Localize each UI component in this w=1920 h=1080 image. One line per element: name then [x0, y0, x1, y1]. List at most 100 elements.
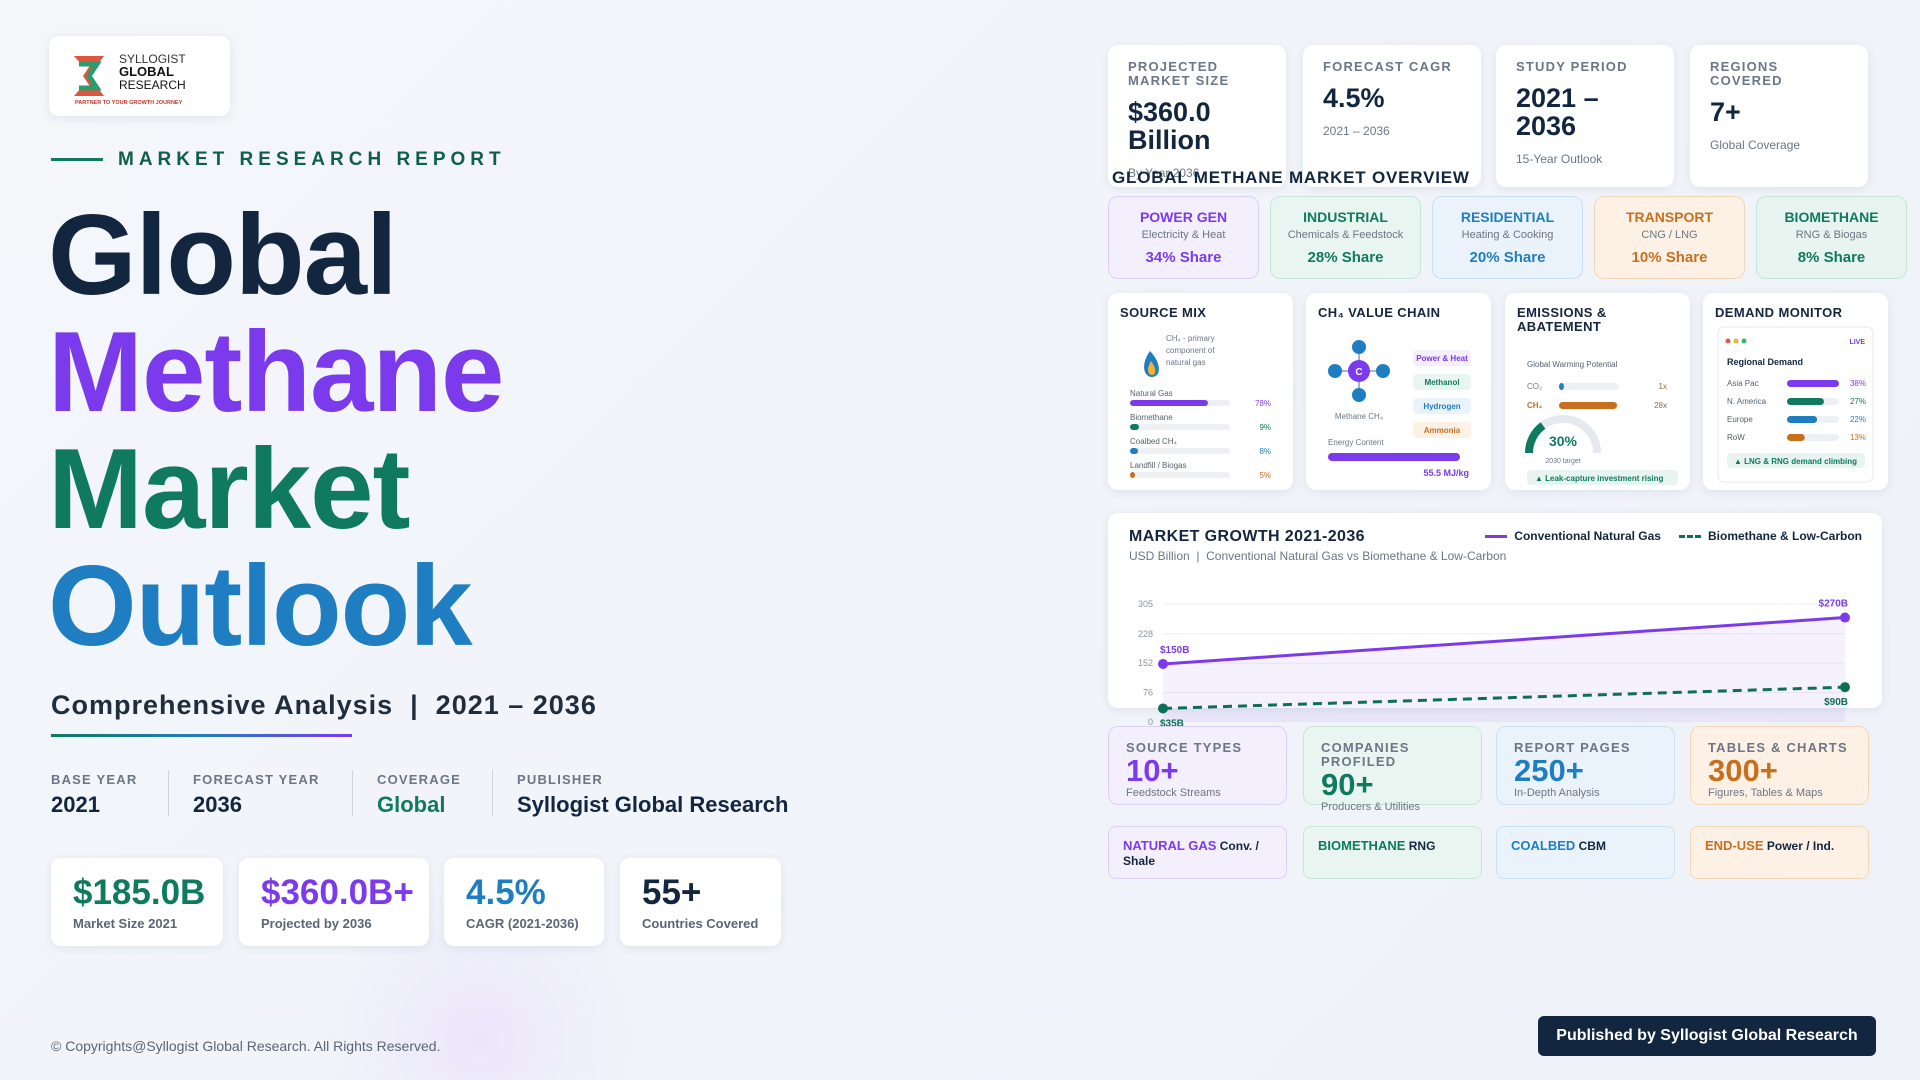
source-label: 8% — [1259, 447, 1271, 456]
metric-note: Producers & Utilities — [1321, 801, 1421, 813]
h-atom — [1376, 364, 1390, 378]
demand-label: 13% — [1850, 433, 1866, 442]
tag-key: NATURAL GAS — [1123, 838, 1217, 853]
title-line: Market — [48, 426, 411, 553]
banner-bg — [1727, 453, 1865, 468]
mini-title: EMISSIONS & ABATEMENT — [1517, 305, 1607, 334]
kpi-value: 7+ — [1710, 97, 1741, 127]
kpi-label: FORECAST CAGR — [1323, 59, 1452, 74]
segment-share: 8% Share — [1797, 249, 1866, 266]
segment-desc: Electricity & Heat — [1141, 229, 1226, 241]
window-dot — [1733, 338, 1739, 344]
legend-swatch — [1485, 534, 1508, 538]
metric-note: Feedstock Streams — [1126, 787, 1221, 799]
demand-label: 22% — [1850, 415, 1866, 424]
metric-card: REPORT PAGES 250+ In-Depth Analysis — [1496, 726, 1675, 805]
subtitle: Comprehensive Analysis | 2021 – 2036 — [51, 690, 597, 720]
logo-mark — [79, 61, 102, 91]
metric-value: 300+ — [1708, 753, 1778, 788]
bar-track — [1130, 424, 1230, 430]
mini-card: C Methane CH₄ Power & Heat Methanol Hydrogen… — [1306, 293, 1491, 490]
meta-label: FORECAST YEAR — [193, 772, 320, 787]
source-label: 5% — [1259, 471, 1271, 480]
kpi-label: REGIONS COVERED — [1710, 59, 1783, 88]
kpi-value: 2021 – 2036 — [1516, 83, 1599, 141]
tag-card: BIOMETHANE RNG — [1303, 826, 1482, 879]
metric-value: 250+ — [1514, 753, 1584, 788]
tag-key: COALBED — [1511, 838, 1576, 853]
stat-value: $360.0B+ — [261, 873, 414, 912]
meta-value: Global — [377, 792, 446, 817]
metric-card: SOURCE TYPES 10+ Feedstock Streams — [1108, 726, 1287, 805]
segment-card: TRANSPORT CNG / LNG 10% Share — [1594, 196, 1745, 279]
gwp-name: CO₂ — [1527, 382, 1542, 391]
meta-divider — [492, 770, 493, 816]
use-pill — [1413, 374, 1471, 390]
demand-bar — [1787, 416, 1818, 423]
segment-name: POWER GEN — [1139, 209, 1228, 225]
tag-text: RNG — [1408, 839, 1436, 853]
segment-card: RESIDENTIAL Heating & Cooking 20% Share — [1432, 196, 1583, 279]
demand-bar — [1787, 398, 1824, 405]
source-label: 9% — [1259, 423, 1271, 432]
h-atom — [1328, 364, 1342, 378]
metric-value: 90+ — [1321, 767, 1374, 802]
title-line: Global — [48, 192, 398, 319]
mini-title: SOURCE MIX — [1120, 305, 1207, 320]
kpi-card: PROJECTED MARKET SIZE $360.0 Billion By Ye… — [1108, 45, 1286, 187]
gauge-note: 2030 target — [1545, 458, 1580, 465]
stat-label: Countries Covered — [642, 916, 759, 931]
meta-label: PUBLISHER — [517, 772, 603, 787]
demand-label: 27% — [1850, 397, 1866, 406]
gauge-label: 30% — [1549, 433, 1578, 449]
stat-card: 55+ Countries Covered — [620, 858, 781, 946]
chart-title: MARKET GROWTH 2021-2036 — [1129, 528, 1365, 545]
gauge-value — [1525, 422, 1546, 454]
source-label: 78% — [1255, 399, 1271, 408]
segment-card: POWER GEN Electricity & Heat 34% Share — [1108, 196, 1259, 279]
demand-label: 38% — [1850, 379, 1866, 388]
chart-subtitle: USD Billion | Conventional Natural Gas v… — [1129, 549, 1507, 563]
window-dot — [1725, 338, 1731, 344]
segment-desc: RNG & Biogas — [1795, 229, 1868, 241]
metric-note: In-Depth Analysis — [1514, 787, 1600, 799]
logo-line2: GLOBAL — [119, 64, 174, 79]
gwp-title: Global Warming Potential — [1527, 360, 1618, 369]
segment-desc: Heating & Cooking — [1461, 229, 1554, 241]
kpi-value: $360.0 Billion — [1128, 97, 1211, 155]
stat-label: CAGR (2021-2036) — [466, 916, 579, 931]
tag-card: END-USE Power / Ind. — [1690, 826, 1869, 879]
metric-label: TABLES & CHARTS — [1708, 740, 1848, 755]
stat-value: 55+ — [642, 873, 702, 912]
legend: Conventional Natural Gas Biomethane & Low… — [1485, 529, 1862, 543]
demand-bar — [1787, 380, 1839, 387]
bar-track — [1559, 383, 1619, 390]
demand-name: RoW — [1727, 433, 1745, 442]
tag-key: BIOMETHANE — [1318, 838, 1406, 853]
flame-icon — [1148, 361, 1156, 375]
logo: SYLLOGIST GLOBAL RESEARCH PARTNER TO YOU… — [74, 52, 186, 106]
h-atom — [1352, 388, 1366, 402]
meta-label: BASE YEAR — [51, 772, 138, 787]
metric-card: TABLES & CHARTS 300+ Figures, Tables & Map… — [1690, 726, 1869, 805]
use-pill — [1413, 350, 1471, 366]
logo-line1: SYLLOGIST — [119, 52, 186, 66]
segment-name: BIOMETHANE — [1784, 209, 1879, 225]
stat-value: $185.0B — [73, 873, 206, 912]
demand-name: N. America — [1727, 397, 1767, 406]
meta-value: 2021 — [51, 792, 100, 817]
mini-card: Natural Gas 78% Biomethane 9% Coalbed CH₄ 8% L… — [1108, 293, 1293, 490]
meta-value: Syllogist Global Research — [517, 792, 789, 817]
stat-card: 4.5% CAGR (2021-2036) — [444, 858, 604, 946]
atom-label: C — [1355, 367, 1362, 378]
meta-label: COVERAGE — [377, 772, 462, 787]
segment-card: INDUSTRIAL Chemicals & Feedstock 28% Share — [1270, 196, 1421, 279]
use-pill — [1413, 422, 1471, 438]
source-name: Coalbed CH₄ — [1130, 437, 1177, 446]
kpi-note: 15-Year Outlook — [1516, 152, 1603, 166]
kpi-card: STUDY PERIOD 2021 – 2036 15-Year Outlook — [1496, 45, 1674, 187]
tag-card: NATURAL GAS Conv. / Shale — [1108, 826, 1287, 879]
chart-card: MARKET GROWTH 2021-2036 USD Billion | Con… — [1108, 513, 1882, 708]
kpi-card: FORECAST CAGR 4.5% 2021 – 2036 — [1303, 45, 1481, 187]
